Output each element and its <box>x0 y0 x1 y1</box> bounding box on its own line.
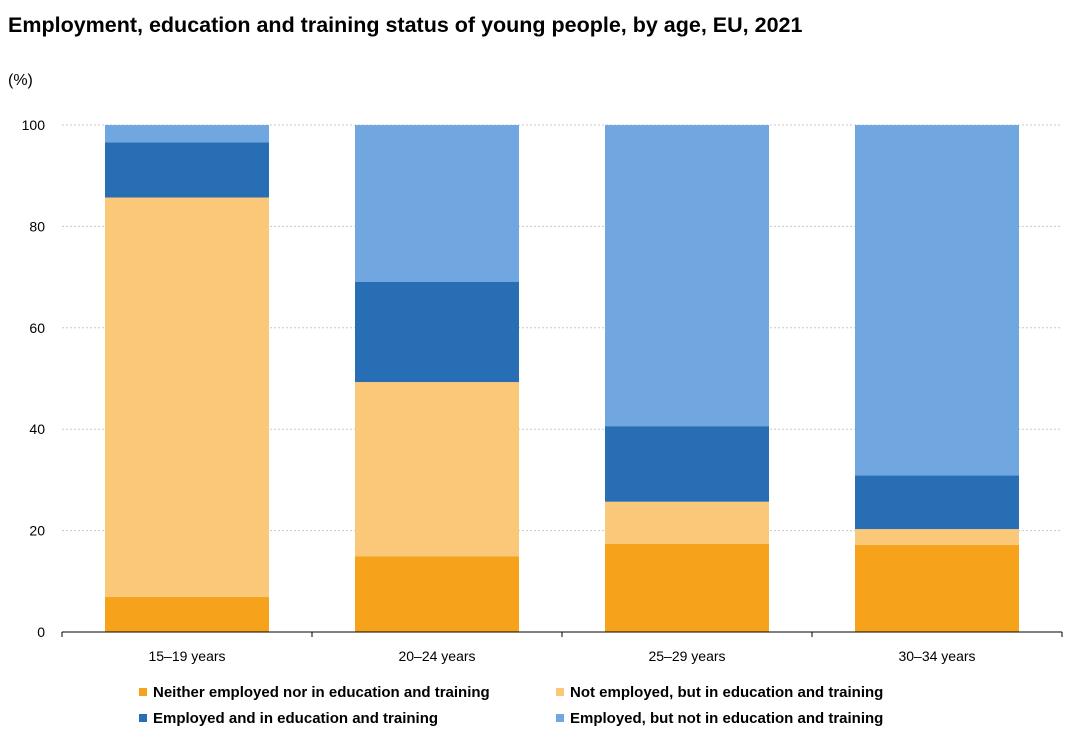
bar-segment <box>105 125 269 143</box>
bar-segment <box>355 281 519 383</box>
y-tick-label: 0 <box>37 624 45 640</box>
legend-label-employed-in-education: Employed and in education and training <box>153 710 439 727</box>
legend-swatch-employed-in-education <box>139 714 147 722</box>
legend-item-employed-not-in-education: Employed, but not in education and train… <box>556 710 883 727</box>
x-tick-label: 30–34 years <box>898 648 975 664</box>
bar-segment <box>855 475 1019 530</box>
bar-segment <box>855 544 1019 632</box>
y-tick-label: 40 <box>29 421 45 437</box>
bar-segment <box>605 543 769 632</box>
legend-label-not-employed-in-education: Not employed, but in education and train… <box>570 684 884 701</box>
bar-segment <box>605 426 769 502</box>
bar-segment <box>105 197 269 598</box>
legend-item-not-employed-in-education: Not employed, but in education and train… <box>556 684 883 701</box>
bar-segment <box>855 125 1019 476</box>
chart-title: Employment, education and training statu… <box>8 13 803 37</box>
legend-item-employed-in-education: Employed and in education and training <box>139 710 438 727</box>
legend-swatch-neet <box>139 688 147 696</box>
x-tick-label: 20–24 years <box>398 648 475 664</box>
bar-segment <box>605 501 769 544</box>
y-tick-label: 100 <box>22 117 46 133</box>
x-tick-label: 15–19 years <box>148 648 225 664</box>
x-tick-label: 25–29 years <box>648 648 725 664</box>
bar-segment <box>105 597 269 632</box>
y-tick-label: 60 <box>29 320 45 336</box>
y-tick-label: 20 <box>29 523 45 539</box>
y-tick-label: 80 <box>29 218 45 234</box>
bar-segment <box>605 125 769 427</box>
bar-segment <box>105 142 269 198</box>
legend-item-neet: Neither employed nor in education and tr… <box>139 684 490 701</box>
legend-swatch-employed-not-in-education <box>556 714 564 722</box>
legend-label-employed-not-in-education: Employed, but not in education and train… <box>570 710 884 727</box>
bar-segment <box>855 529 1019 545</box>
bar-segment <box>355 382 519 557</box>
legend-label-neet: Neither employed nor in education and tr… <box>153 684 490 701</box>
stacked-bar-chart: 0 20 40 60 80 100 15–19 years 20–24 years 25–29 … <box>22 117 1063 664</box>
legend-swatch-not-employed-in-education <box>556 688 564 696</box>
unit-label: (%) <box>8 72 33 89</box>
bar-segment <box>355 556 519 632</box>
bar-segment <box>355 125 519 282</box>
